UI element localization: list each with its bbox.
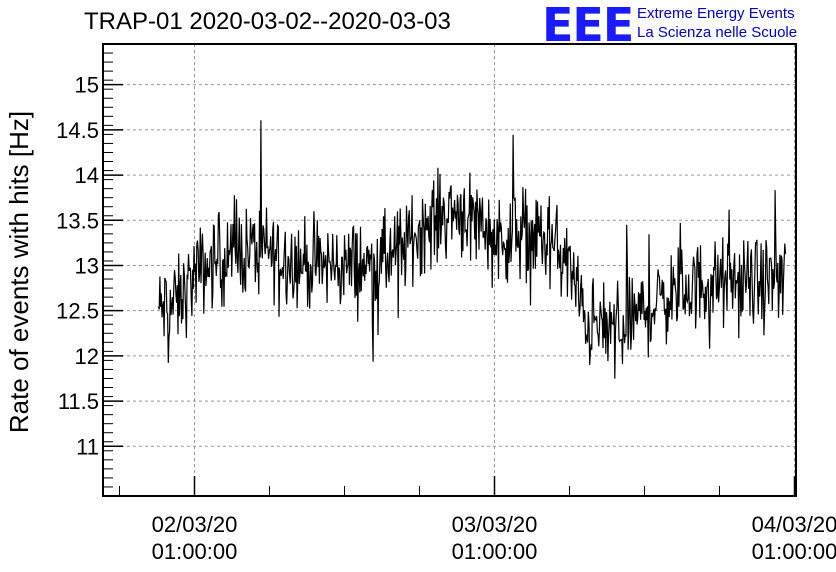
y-tick-label: 13.5: [56, 208, 99, 233]
y-tick-label: 13: [75, 253, 99, 278]
y-tick-label: 15: [75, 73, 99, 98]
x-tick-label-date: 02/03/20: [152, 512, 238, 537]
logo-text: Extreme Energy Events La Scienza nelle S…: [637, 4, 797, 42]
y-tick-label: 14: [75, 163, 99, 188]
y-tick-label: 12: [75, 344, 99, 369]
logo-line1: Extreme Energy Events: [637, 5, 795, 22]
axis-labels: 1111.51212.51313.51414.51502/03/2001:00:…: [4, 73, 836, 564]
y-tick-label: 11.5: [58, 389, 99, 414]
axis-ticks: [103, 43, 796, 497]
x-tick-label-time: 01:00:00: [152, 539, 238, 564]
rate-series-line: [157, 120, 787, 379]
logo-line2: La Scienza nelle Scuole: [637, 24, 798, 41]
x-tick-label-time: 01:00:00: [452, 539, 538, 564]
x-tick-label-date: 03/03/20: [452, 512, 538, 537]
y-tick-label: 12.5: [56, 299, 99, 324]
x-tick-label-date: 04/03/20: [752, 512, 836, 537]
y-axis-label: Rate of events with hits [Hz]: [4, 111, 34, 433]
y-tick-label: 11: [76, 434, 99, 459]
y-tick-label: 14.5: [56, 118, 99, 143]
x-tick-label-time: 01:00:00: [752, 539, 836, 564]
chart-title: TRAP-01 2020-03-02--2020-03-03: [84, 8, 451, 35]
